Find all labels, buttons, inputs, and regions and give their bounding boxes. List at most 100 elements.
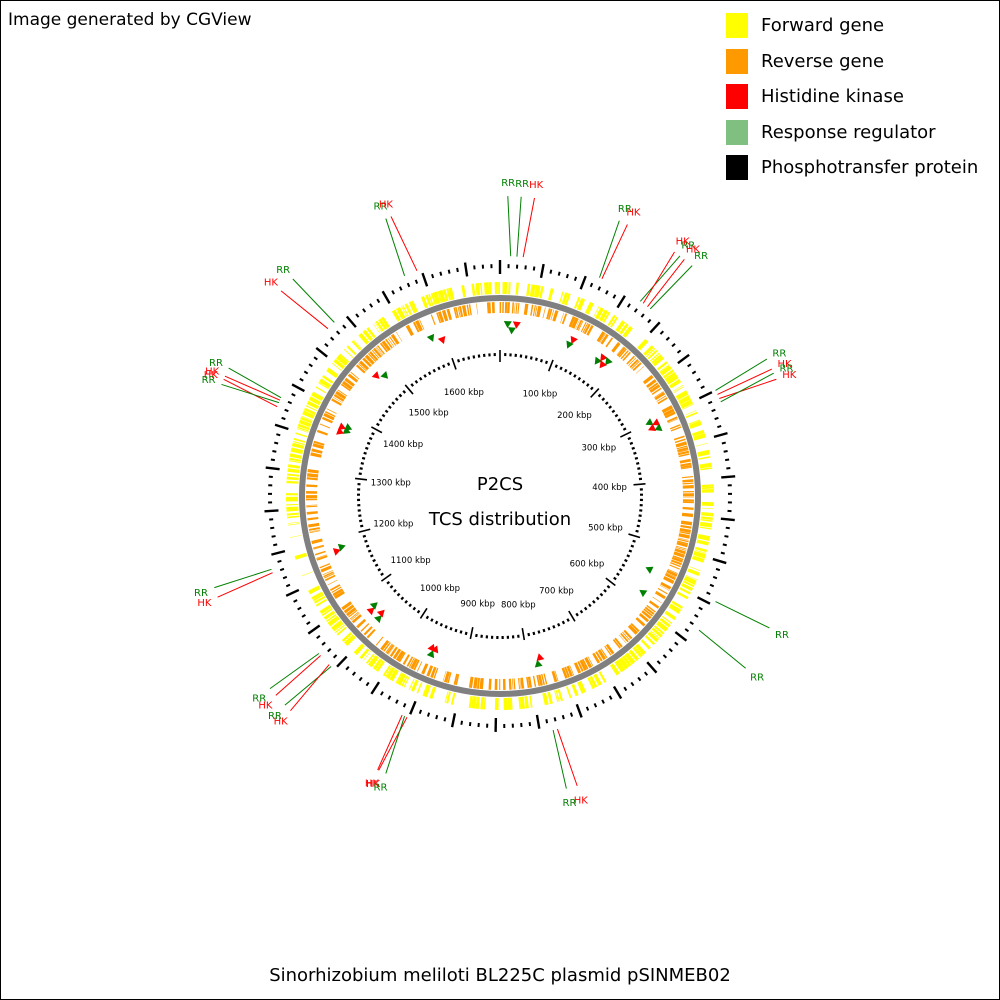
forward-gene xyxy=(661,615,673,625)
outer-tick xyxy=(528,721,532,727)
forward-gene xyxy=(306,400,320,410)
scale-tick xyxy=(534,357,538,361)
rr-marker xyxy=(639,589,648,598)
reverse-gene xyxy=(569,665,575,676)
reverse-gene xyxy=(586,324,594,336)
scale-tick xyxy=(372,558,376,563)
outer-tick xyxy=(376,298,381,304)
forward-gene xyxy=(680,583,694,592)
forward-gene xyxy=(701,511,714,517)
outer-tick xyxy=(351,671,357,676)
reverse-gene xyxy=(677,449,689,453)
scale-tick xyxy=(394,397,399,402)
outer-tick xyxy=(612,294,617,299)
outer-tick xyxy=(721,441,726,445)
outer-tick xyxy=(647,318,652,324)
reverse-gene xyxy=(626,355,636,365)
forward-gene xyxy=(362,329,373,342)
forward-gene xyxy=(336,626,347,636)
reverse-gene xyxy=(661,405,674,414)
reverse-gene xyxy=(327,579,338,586)
reverse-gene xyxy=(387,337,395,347)
scale-tick xyxy=(396,592,401,597)
scale-tick xyxy=(365,544,370,548)
outer-tick xyxy=(535,714,541,729)
reverse-gene xyxy=(682,497,694,499)
reverse-gene xyxy=(547,308,553,320)
forward-gene xyxy=(539,286,544,299)
reverse-gene xyxy=(508,678,512,690)
forward-gene xyxy=(672,384,684,392)
reverse-gene xyxy=(677,540,689,545)
forward-gene xyxy=(542,692,549,706)
forward-gene xyxy=(632,647,642,658)
scale-tick xyxy=(585,383,590,387)
forward-gene xyxy=(685,410,697,416)
outer-tick xyxy=(274,423,289,431)
forward-gene xyxy=(650,630,660,640)
forward-gene xyxy=(395,306,406,320)
forward-gene xyxy=(406,303,413,315)
forward-gene xyxy=(633,646,643,657)
scale-tick xyxy=(437,366,441,371)
outer-tick xyxy=(299,377,304,382)
outer-tick xyxy=(358,676,363,682)
forward-gene xyxy=(602,311,611,323)
forward-gene xyxy=(615,320,626,333)
outer-tick xyxy=(553,717,557,722)
outer-tick xyxy=(342,324,347,329)
forward-gene xyxy=(618,657,629,670)
forward-gene xyxy=(444,691,449,703)
reverse-gene xyxy=(527,676,533,688)
scale-tick xyxy=(380,573,392,582)
scale-tick xyxy=(619,431,632,438)
forward-gene xyxy=(637,338,649,351)
reverse-gene xyxy=(675,547,687,551)
reverse-gene xyxy=(646,604,656,613)
forward-gene xyxy=(651,354,662,364)
scale-tick xyxy=(606,585,611,589)
reverse-gene xyxy=(341,601,353,611)
forward-gene xyxy=(339,353,350,363)
scale-tick xyxy=(371,432,375,436)
callout-label: HK xyxy=(676,237,691,248)
reverse-gene xyxy=(502,302,504,314)
scale-tick xyxy=(362,534,367,538)
reverse-gene xyxy=(355,364,366,374)
outer-tick xyxy=(612,685,623,700)
reverse-gene xyxy=(677,450,690,456)
forward-gene xyxy=(628,649,640,662)
outer-tick xyxy=(545,719,549,724)
forward-gene xyxy=(587,677,595,689)
reverse-gene xyxy=(582,322,589,334)
reverse-gene xyxy=(447,672,452,684)
reverse-gene xyxy=(678,453,690,458)
forward-gene xyxy=(368,654,380,668)
outer-tick xyxy=(725,458,730,462)
reverse-gene xyxy=(385,338,393,349)
forward-gene xyxy=(446,691,452,704)
callout-label: HK xyxy=(258,701,273,712)
reverse-gene xyxy=(364,354,375,365)
callout-line xyxy=(720,372,774,403)
forward-gene xyxy=(386,667,396,679)
forward-gene xyxy=(693,550,706,559)
scale-tick xyxy=(542,628,546,633)
scale-tick xyxy=(592,600,596,604)
reverse-gene xyxy=(313,544,324,549)
scale-tick xyxy=(376,422,380,427)
reverse-gene xyxy=(366,628,376,639)
reverse-gene xyxy=(600,333,609,345)
reverse-gene xyxy=(329,584,341,591)
forward-gene xyxy=(644,635,656,646)
scale-tick xyxy=(521,627,526,641)
forward-gene xyxy=(446,288,451,301)
reverse-gene xyxy=(377,345,385,355)
forward-gene xyxy=(313,595,326,604)
reverse-gene xyxy=(306,511,318,515)
forward-gene xyxy=(385,666,393,678)
outer-tick xyxy=(720,551,725,555)
legend-label: Forward gene xyxy=(761,15,885,37)
reverse-gene xyxy=(309,529,321,533)
forward-gene xyxy=(311,391,324,402)
